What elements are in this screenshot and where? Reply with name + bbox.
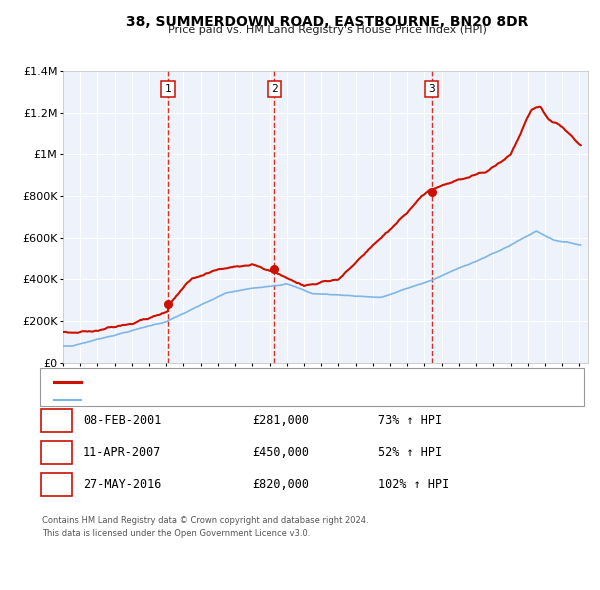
Text: 73% ↑ HPI: 73% ↑ HPI: [378, 414, 442, 427]
Text: 11-APR-2007: 11-APR-2007: [83, 446, 161, 459]
Text: £820,000: £820,000: [252, 478, 309, 491]
Text: 2: 2: [53, 446, 60, 459]
Text: 1: 1: [53, 414, 60, 427]
Text: 27-MAY-2016: 27-MAY-2016: [83, 478, 161, 491]
Text: Price paid vs. HM Land Registry's House Price Index (HPI): Price paid vs. HM Land Registry's House …: [167, 25, 487, 35]
Text: 52% ↑ HPI: 52% ↑ HPI: [378, 446, 442, 459]
Text: 1: 1: [164, 84, 172, 94]
Text: HPI: Average price, detached house, Eastbourne: HPI: Average price, detached house, East…: [87, 395, 339, 405]
Text: This data is licensed under the Open Government Licence v3.0.: This data is licensed under the Open Gov…: [42, 529, 310, 537]
Text: Contains HM Land Registry data © Crown copyright and database right 2024.: Contains HM Land Registry data © Crown c…: [42, 516, 368, 525]
Text: 3: 3: [53, 478, 60, 491]
Text: 38, SUMMERDOWN ROAD, EASTBOURNE, BN20 8DR (detached house): 38, SUMMERDOWN ROAD, EASTBOURNE, BN20 8D…: [87, 378, 452, 387]
Text: 102% ↑ HPI: 102% ↑ HPI: [378, 478, 449, 491]
Text: 38, SUMMERDOWN ROAD, EASTBOURNE, BN20 8DR: 38, SUMMERDOWN ROAD, EASTBOURNE, BN20 8D…: [126, 15, 528, 29]
Text: £450,000: £450,000: [252, 446, 309, 459]
Text: £281,000: £281,000: [252, 414, 309, 427]
Text: 3: 3: [428, 84, 435, 94]
Text: 08-FEB-2001: 08-FEB-2001: [83, 414, 161, 427]
Text: 2: 2: [271, 84, 278, 94]
